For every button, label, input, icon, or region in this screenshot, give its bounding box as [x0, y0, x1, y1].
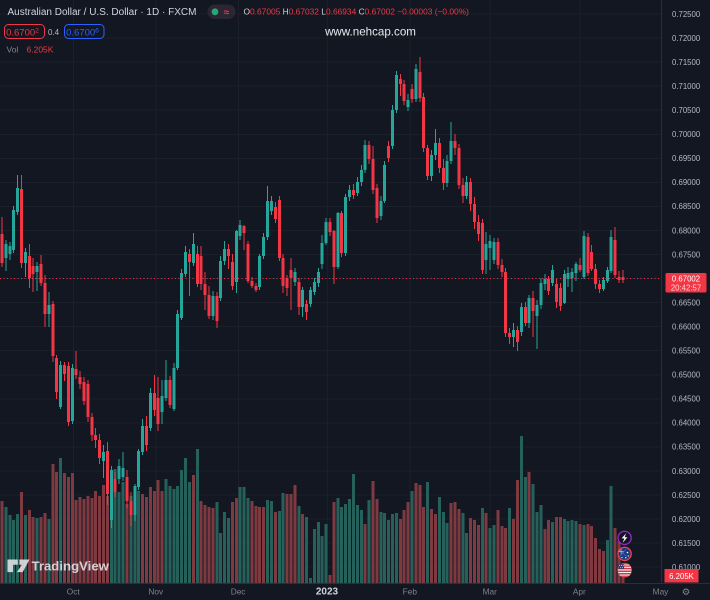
svg-text:≈: ≈ [224, 8, 230, 19]
svg-text:0.66000: 0.66000 [672, 322, 701, 331]
svg-text:0.71000: 0.71000 [672, 82, 701, 91]
svg-text:www.nehcap.com: www.nehcap.com [324, 26, 416, 39]
svg-text:Mar: Mar [483, 587, 498, 597]
svg-text:6.205K: 6.205K [669, 572, 695, 581]
svg-text:0.61000: 0.61000 [672, 563, 701, 572]
svg-text:0.72000: 0.72000 [672, 34, 701, 43]
svg-text:Apr: Apr [573, 587, 586, 597]
svg-text:20:42:57: 20:42:57 [671, 284, 701, 293]
svg-text:O0.67005 H0.67032 L0.66934 C0.: O0.67005 H0.67032 L0.66934 C0.67002 −0.0… [244, 7, 470, 17]
svg-text:0.71500: 0.71500 [672, 58, 701, 67]
svg-text:0.67002: 0.67002 [6, 28, 39, 39]
svg-text:2023: 2023 [316, 587, 339, 598]
svg-text:Nov: Nov [148, 587, 164, 597]
svg-text:0.70500: 0.70500 [672, 106, 701, 115]
svg-text:0.63000: 0.63000 [672, 467, 701, 476]
svg-text:0.62000: 0.62000 [672, 515, 701, 524]
svg-text:0.63500: 0.63500 [672, 443, 701, 452]
svg-text:0.68500: 0.68500 [672, 202, 701, 211]
svg-text:Oct: Oct [67, 587, 81, 597]
svg-text:⚙: ⚙ [682, 587, 691, 598]
svg-text:0.70000: 0.70000 [672, 130, 701, 139]
svg-text:0.65000: 0.65000 [672, 371, 701, 380]
svg-text:0.69500: 0.69500 [672, 154, 701, 163]
svg-text:6.205K: 6.205K [27, 45, 54, 55]
svg-text:0.64500: 0.64500 [672, 395, 701, 404]
svg-text:Feb: Feb [403, 587, 418, 597]
svg-text:0.4: 0.4 [48, 28, 60, 37]
svg-text:Dec: Dec [231, 587, 246, 597]
svg-text:0.68000: 0.68000 [672, 226, 701, 235]
svg-text:Vol: Vol [7, 45, 19, 55]
svg-text:0.64000: 0.64000 [672, 419, 701, 428]
svg-text:0.67006: 0.67006 [66, 28, 99, 39]
svg-text:0.67002: 0.67002 [672, 275, 700, 284]
svg-text:0.62500: 0.62500 [672, 491, 701, 500]
svg-text:0.72500: 0.72500 [672, 10, 701, 19]
svg-text:0.65500: 0.65500 [672, 347, 701, 356]
svg-text:0.69000: 0.69000 [672, 178, 701, 187]
svg-text:0.66500: 0.66500 [672, 298, 701, 307]
svg-text:May: May [653, 587, 670, 597]
svg-text:0.67500: 0.67500 [672, 250, 701, 259]
svg-text:0.61500: 0.61500 [672, 539, 701, 548]
svg-text:Australian Dollar / U.S. Dolla: Australian Dollar / U.S. Dollar · 1D · F… [8, 7, 197, 18]
svg-text:TradingView: TradingView [32, 559, 110, 574]
